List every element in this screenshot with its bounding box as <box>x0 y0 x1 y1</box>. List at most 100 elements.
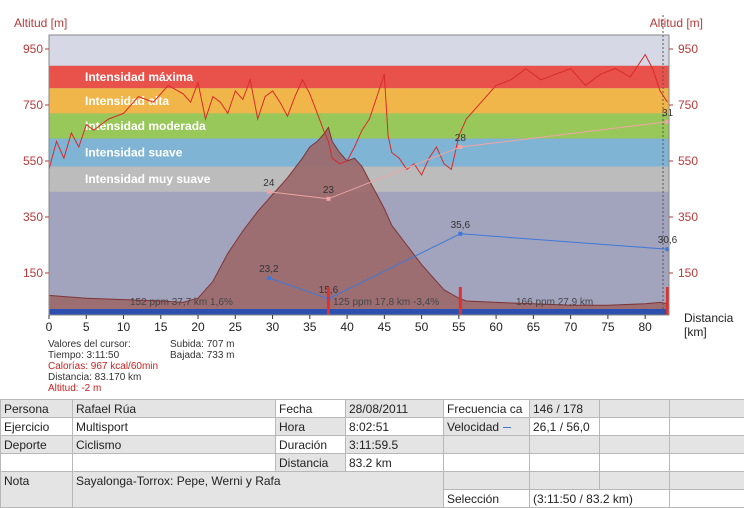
x-tick-label: 0 <box>46 320 53 334</box>
hr-lap-label: 23 <box>323 185 335 196</box>
empty-cell <box>599 399 670 418</box>
speed-lap-point <box>665 247 670 252</box>
empty-cell <box>669 453 744 472</box>
x-tick-label: 20 <box>191 320 205 334</box>
distancia-value: 83.2 km <box>345 453 444 472</box>
duracion-label: Duración <box>275 435 346 454</box>
y-axis-label-right: Altitud [m] <box>650 16 703 30</box>
zone-label: Intensidad suave <box>85 146 183 160</box>
deporte-label: Deporte <box>0 435 73 454</box>
ejercicio-label: Ejercicio <box>0 417 73 436</box>
hr-lap-label: 24 <box>263 178 275 189</box>
distance-baseline <box>49 309 669 315</box>
y-tick-label-right: 150 <box>678 266 698 280</box>
empty-cell <box>0 453 73 472</box>
speed-lap-point <box>266 276 271 281</box>
hr-lap-label: 31 <box>662 108 674 119</box>
empty-cell <box>669 489 744 508</box>
x-tick-label: 40 <box>340 320 354 334</box>
altitude-chart[interactable]: Intensidad máxima Intensidad alta Intensid… <box>0 0 744 398</box>
zone-band <box>49 88 669 114</box>
x-axis-label: Distancia <box>684 311 734 325</box>
lap-annotation: 166 ppm 27,9 km <box>516 297 593 308</box>
empty-cell <box>599 435 670 454</box>
nota-label: Nota <box>0 471 73 508</box>
speed-lap-label: 35,6 <box>451 220 471 231</box>
x-tick-label: 25 <box>229 320 243 334</box>
lap-annotation: 125 ppm 17,8 km -3,4% <box>333 297 439 308</box>
y-tick-label-right: 950 <box>678 42 698 56</box>
deporte-value: Ciclismo <box>72 435 276 454</box>
fecha-value: 28/08/2011 <box>345 399 444 418</box>
empty-cell <box>443 453 530 472</box>
hr-lap-point <box>326 196 331 201</box>
ejercicio-value: Multisport <box>72 417 276 436</box>
y-axis-label-left: Altitud [m] <box>14 16 67 30</box>
empty-cell <box>599 417 670 436</box>
y-tick-label-right: 750 <box>678 98 698 112</box>
zone-label: Intensidad alta <box>85 94 169 108</box>
cursor-tiempo: Tiempo: 3:11:50 <box>48 350 120 361</box>
zone-band <box>49 65 669 89</box>
empty-cell <box>599 453 670 472</box>
y-tick-label-right: 350 <box>678 210 698 224</box>
hr-lap-line <box>268 121 668 200</box>
x-tick-label: 45 <box>378 320 392 334</box>
exercise-info-table: Persona Rafael Rúa Fecha 28/08/2011 Frec… <box>0 399 744 508</box>
x-tick-label: 75 <box>601 320 615 334</box>
cursor-altitud: Altitud: -2 m <box>48 383 102 394</box>
y-tick-label-left: 150 <box>23 266 43 280</box>
cursor-distancia: Distancia: 83.170 km <box>48 372 142 383</box>
y-tick-label-left: 350 <box>23 210 43 224</box>
persona-value: Rafael Rúa <box>72 399 276 418</box>
hr-lap-point <box>665 119 670 124</box>
empty-cell <box>443 471 530 490</box>
hr-lap-label: 28 <box>455 133 467 144</box>
cursor-bajada: Bajada: 733 m <box>170 350 235 361</box>
nota-value: Sayalonga-Torrox: Pepe, Werni y Rafa <box>72 471 444 508</box>
y-tick-label-left: 550 <box>23 154 43 168</box>
zone-band <box>49 138 669 167</box>
x-tick-label: 10 <box>117 320 131 334</box>
x-tick-label: 60 <box>489 320 503 334</box>
lap-marker <box>458 287 462 315</box>
velocidad-value: 26,1 / 56,0 <box>529 417 600 436</box>
velocidad-label: Velocidad <box>447 419 500 434</box>
empty-cell <box>669 435 744 454</box>
zone-label: Intensidad máxima <box>85 70 193 84</box>
lap-annotation: 152 ppm 37,7 km 1,6% <box>130 297 233 308</box>
empty-cell <box>443 435 530 454</box>
y-tick-label-left: 750 <box>23 98 43 112</box>
seleccion-value: (3:11:50 / 83.2 km) <box>529 489 670 508</box>
altitude-profile <box>48 126 669 316</box>
x-tick-label: 65 <box>527 320 541 334</box>
zone-label: Intensidad moderada <box>85 119 206 133</box>
hr-lap-point <box>458 145 463 149</box>
x-tick-label: 5 <box>83 320 90 334</box>
cursor-calorias: Calorías: 967 kcal/60min <box>48 361 159 372</box>
empty-cell <box>669 471 744 490</box>
y-tick-label-right: 550 <box>678 154 698 168</box>
x-tick-label: 15 <box>154 320 168 334</box>
x-tick-label: 70 <box>564 320 578 334</box>
hora-value: 8:02:51 <box>345 417 444 436</box>
frecuencia-label: Frecuencia ca <box>443 399 530 418</box>
persona-label: Persona <box>0 399 73 418</box>
empty-cell <box>669 399 744 418</box>
plot-top-band <box>49 35 669 66</box>
cursor-subida: Subida: 707 m <box>170 339 235 350</box>
seleccion-label: Selección <box>443 489 530 508</box>
fecha-label: Fecha <box>275 399 346 418</box>
empty-cell <box>599 471 670 490</box>
x-tick-label: 35 <box>303 320 317 334</box>
x-tick-label: 30 <box>266 320 280 334</box>
speed-lap-line <box>268 233 668 300</box>
heart-rate-line <box>48 53 668 177</box>
plot-frame <box>48 34 670 316</box>
x-tick-label: 50 <box>415 320 429 334</box>
empty-cell <box>529 453 600 472</box>
cursor-values-panel: Valores del cursor: Subida: 707 m Tiempo… <box>48 339 288 394</box>
x-tick-label: 80 <box>638 320 652 334</box>
lap-marker <box>666 287 670 315</box>
x-tick-label: 55 <box>452 320 466 334</box>
